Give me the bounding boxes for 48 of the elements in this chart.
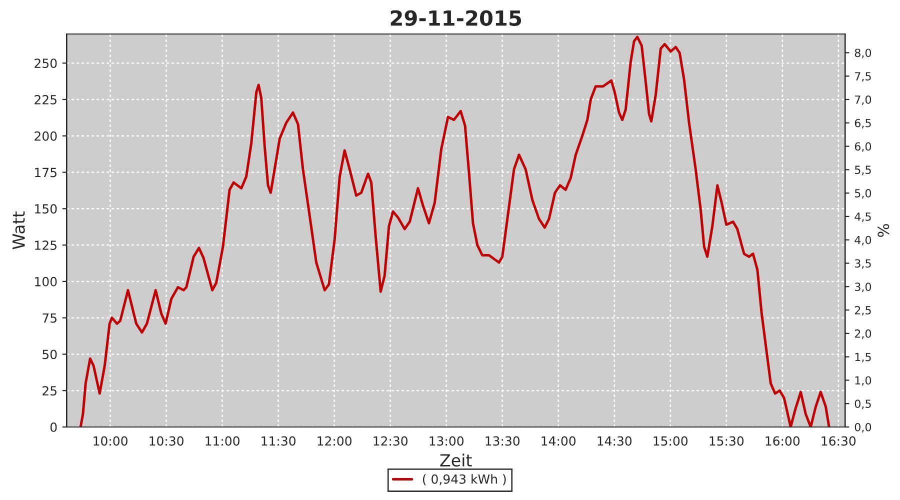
y-tick-label: 0: [50, 422, 57, 432]
x-tick-label: 10:00: [94, 436, 128, 446]
y2-tick-label: 5,5: [854, 166, 871, 176]
x-tick-label: 14:30: [598, 436, 632, 446]
y2-tick-label: 8,0: [854, 48, 872, 58]
y2-tick-label: 1,5: [855, 352, 871, 362]
x-tick-label: 16:00: [766, 436, 800, 446]
y2-tick-label: 7,5: [855, 72, 871, 82]
y-tick-label: 200: [34, 131, 57, 141]
x-tick-label: 12:00: [318, 436, 352, 446]
y2-tick-label: 2,0: [854, 329, 872, 339]
y2-tick-label: 1,0: [855, 376, 872, 386]
y-tick-label: 125: [35, 240, 56, 250]
legend-label: ( 0,943 kWh ): [422, 474, 506, 486]
x-tick-label: 14:00: [542, 436, 576, 446]
x-axis-title: Zeit: [440, 454, 472, 467]
y-tick-label: 225: [34, 94, 56, 104]
y-tick-label: 250: [34, 58, 57, 68]
x-tick-label: 11:00: [206, 436, 240, 446]
y2-tick-label: 3,0: [854, 282, 872, 292]
y-tick-label: 175: [35, 168, 56, 178]
x-tick-label: 16:30: [822, 436, 856, 446]
x-tick-label: 11:30: [262, 436, 296, 446]
chart-title: 29-11-2015: [390, 10, 522, 26]
y-tick-label: 50: [42, 350, 57, 360]
y2-tick-label: 6,0: [854, 142, 872, 152]
y2-axis-title: %: [878, 224, 890, 237]
y-axis-title: Watt: [12, 212, 25, 250]
y2-tick-label: 7,0: [855, 95, 872, 106]
y2-tick-label: 4,5: [854, 212, 871, 222]
y2-tick-label: 0,5: [854, 400, 871, 410]
x-tick-label: 15:00: [654, 436, 688, 446]
y-tick-label: 150: [35, 204, 57, 214]
y2-tick-label: 6,5: [854, 118, 871, 128]
y2-tick-label: 4,0: [854, 236, 872, 246]
y-tick-label: 25: [42, 386, 56, 396]
x-tick-label: 15:30: [710, 436, 744, 446]
x-tick-label: 13:30: [486, 436, 520, 446]
y2-tick-label: 0,0: [854, 422, 872, 433]
y2-tick-label: 3,5: [854, 259, 871, 269]
x-tick-label: 13:00: [430, 436, 464, 446]
y2-tick-label: 5,0: [854, 189, 872, 199]
y-tick-label: 100: [35, 276, 57, 286]
line-series: [79, 36, 830, 427]
y-tick-label: 75: [42, 313, 56, 323]
x-tick-label: 10:30: [150, 436, 184, 446]
y2-tick-label: 2,5: [854, 306, 871, 316]
x-tick-label: 12:30: [374, 436, 408, 446]
